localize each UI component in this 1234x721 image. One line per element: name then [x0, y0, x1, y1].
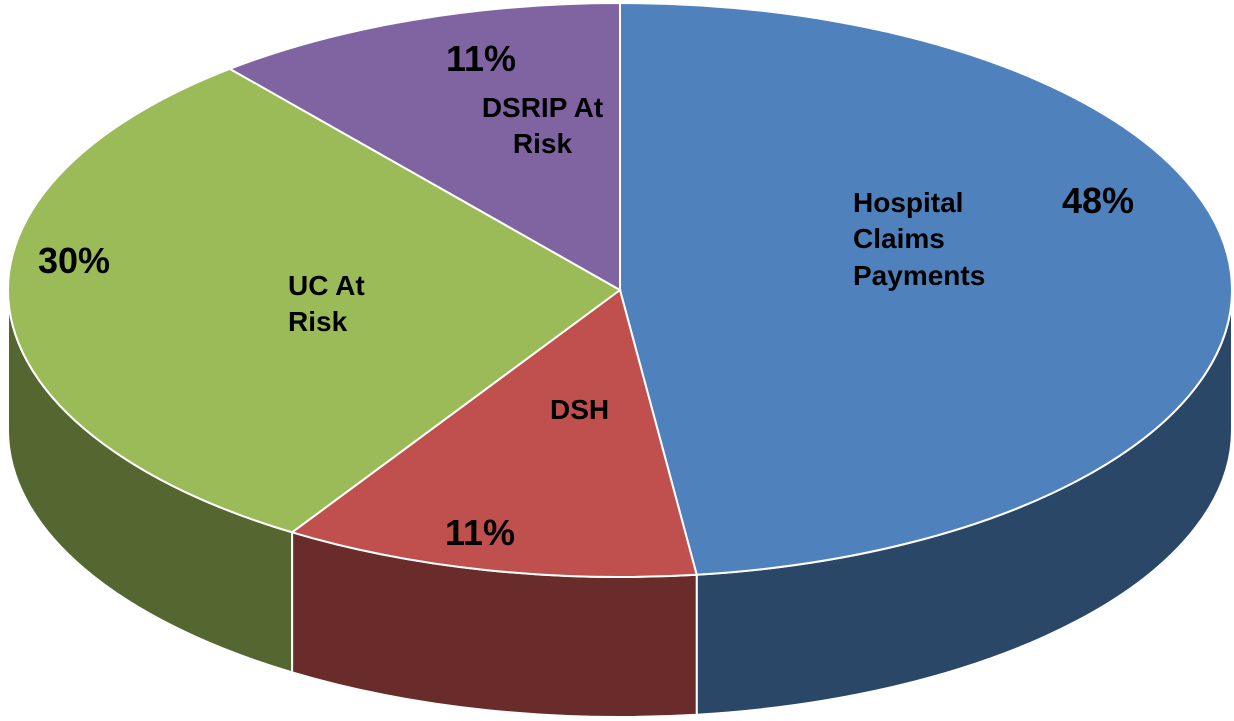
slice-label: Hospital Claims Payments [853, 187, 986, 291]
slice-label: UC At Risk [288, 270, 365, 338]
pie-slice [227, 1, 621, 292]
value-label: 11% [446, 38, 517, 79]
value-label: 48% [1062, 180, 1135, 221]
pie-slice [289, 288, 698, 578]
slice-label: DSRIP At Risk [481, 92, 604, 160]
pie-slice [619, 1, 1233, 576]
slice-label: DSH [550, 394, 610, 425]
value-label: 30% [38, 240, 111, 281]
value-label: 11% [445, 512, 516, 553]
pie-slice [7, 67, 622, 534]
